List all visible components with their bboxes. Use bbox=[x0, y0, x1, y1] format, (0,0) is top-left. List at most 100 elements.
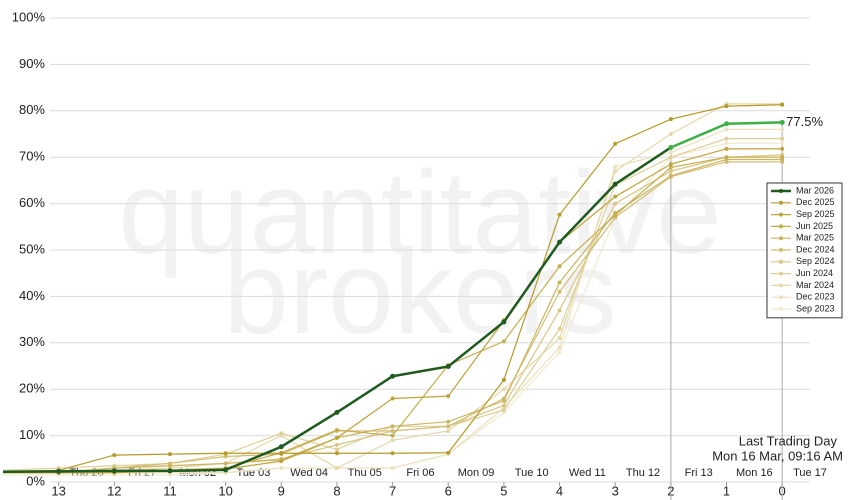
y-tick-label: 80% bbox=[19, 102, 45, 117]
data-point bbox=[223, 467, 229, 473]
data-point bbox=[668, 150, 673, 155]
x-tick-label: 11 bbox=[163, 483, 177, 498]
data-point bbox=[167, 452, 172, 457]
y-tick-label: 90% bbox=[19, 56, 45, 71]
legend-dot bbox=[779, 248, 783, 252]
legend-dot bbox=[779, 307, 783, 311]
data-point bbox=[334, 451, 339, 456]
data-point bbox=[557, 336, 562, 341]
legend-label: Sep 2023 bbox=[796, 303, 835, 313]
legend: Mar 2026 Dec 2025 Sep 2025 Jun 2025 Mar 2025… bbox=[766, 182, 843, 319]
data-point bbox=[613, 213, 618, 218]
data-point bbox=[167, 468, 173, 474]
data-point bbox=[557, 264, 562, 269]
data-point bbox=[724, 104, 729, 109]
legend-label: Dec 2023 bbox=[796, 292, 835, 302]
x-tick-label: 10 bbox=[218, 483, 232, 498]
date-label: Tue 10 bbox=[515, 467, 549, 479]
legend-dot bbox=[779, 259, 783, 264]
data-point bbox=[668, 155, 673, 160]
data-point bbox=[501, 387, 506, 392]
date-label: Tue 17 bbox=[793, 467, 827, 479]
date-label: Mon 09 bbox=[458, 467, 495, 479]
date-label: Tue 03 bbox=[237, 467, 271, 479]
data-point bbox=[668, 165, 673, 170]
data-point bbox=[613, 141, 618, 146]
legend-label: Sep 2025 bbox=[796, 209, 835, 219]
legend-label: Mar 2024 bbox=[796, 280, 834, 290]
data-point bbox=[56, 468, 62, 474]
data-point bbox=[780, 155, 785, 160]
data-point bbox=[446, 419, 451, 424]
data-point bbox=[724, 121, 730, 127]
end-label: 77.5% bbox=[786, 114, 823, 129]
date-label: Wed 11 bbox=[569, 467, 606, 479]
data-point bbox=[279, 451, 284, 456]
data-point bbox=[446, 450, 451, 455]
data-point bbox=[613, 194, 618, 199]
data-point bbox=[557, 345, 562, 350]
data-point bbox=[390, 438, 395, 443]
data-point bbox=[390, 396, 395, 401]
date-label: Thu 12 bbox=[626, 467, 660, 479]
data-point bbox=[390, 373, 396, 379]
data-point bbox=[613, 164, 618, 169]
data-point bbox=[779, 119, 785, 125]
data-point bbox=[668, 173, 673, 178]
data-point bbox=[334, 409, 340, 415]
data-point bbox=[612, 181, 618, 187]
x-tick-label: 4 bbox=[556, 483, 563, 498]
data-point bbox=[390, 428, 395, 433]
data-point bbox=[613, 201, 618, 206]
y-tick-label: 100% bbox=[12, 9, 46, 24]
data-point bbox=[112, 453, 117, 458]
x-tick-label: 12 bbox=[107, 483, 121, 498]
y-tick-label: 0% bbox=[26, 473, 45, 488]
data-point bbox=[501, 319, 507, 325]
y-tick-label: 10% bbox=[19, 427, 45, 442]
data-point bbox=[334, 428, 339, 433]
data-point bbox=[334, 447, 339, 452]
data-point bbox=[780, 146, 785, 151]
x-tick-label: 1 bbox=[723, 483, 730, 498]
annotation: Last Trading Day bbox=[739, 433, 838, 448]
data-point bbox=[279, 466, 284, 471]
data-point bbox=[446, 424, 451, 429]
data-point bbox=[668, 169, 673, 174]
y-tick-label: 60% bbox=[19, 195, 45, 210]
x-tick-label: 6 bbox=[445, 483, 452, 498]
data-point bbox=[557, 289, 562, 294]
data-point bbox=[390, 424, 395, 429]
x-tick-label: 7 bbox=[389, 483, 396, 498]
data-point bbox=[557, 239, 563, 245]
x-tick-label: 3 bbox=[612, 483, 619, 498]
y-tick-label: 30% bbox=[19, 334, 45, 349]
data-point bbox=[390, 451, 395, 456]
data-point bbox=[334, 435, 339, 440]
data-point bbox=[501, 339, 506, 344]
legend-dot bbox=[779, 200, 783, 205]
date-label: Fri 06 bbox=[406, 467, 434, 479]
data-point bbox=[557, 280, 562, 285]
legend-dot bbox=[779, 271, 783, 276]
legend-dot bbox=[779, 212, 783, 217]
data-point bbox=[724, 155, 729, 160]
data-point bbox=[668, 144, 674, 150]
data-point bbox=[557, 326, 562, 331]
data-point bbox=[446, 394, 451, 399]
legend-label: Jun 2025 bbox=[796, 221, 833, 231]
data-point bbox=[780, 136, 785, 141]
legend-label: Dec 2025 bbox=[796, 197, 835, 207]
y-tick-label: 20% bbox=[19, 381, 45, 396]
y-tick-label: 70% bbox=[19, 149, 45, 164]
date-label: Fri 13 bbox=[685, 467, 713, 479]
data-point bbox=[501, 377, 506, 382]
data-point bbox=[724, 146, 729, 151]
y-tick-label: 50% bbox=[19, 241, 45, 256]
legend-dot bbox=[779, 224, 783, 229]
legend-label: Sep 2024 bbox=[796, 256, 835, 266]
data-point bbox=[501, 403, 506, 408]
data-point bbox=[223, 451, 228, 456]
data-point bbox=[279, 459, 284, 464]
data-point bbox=[278, 444, 284, 450]
